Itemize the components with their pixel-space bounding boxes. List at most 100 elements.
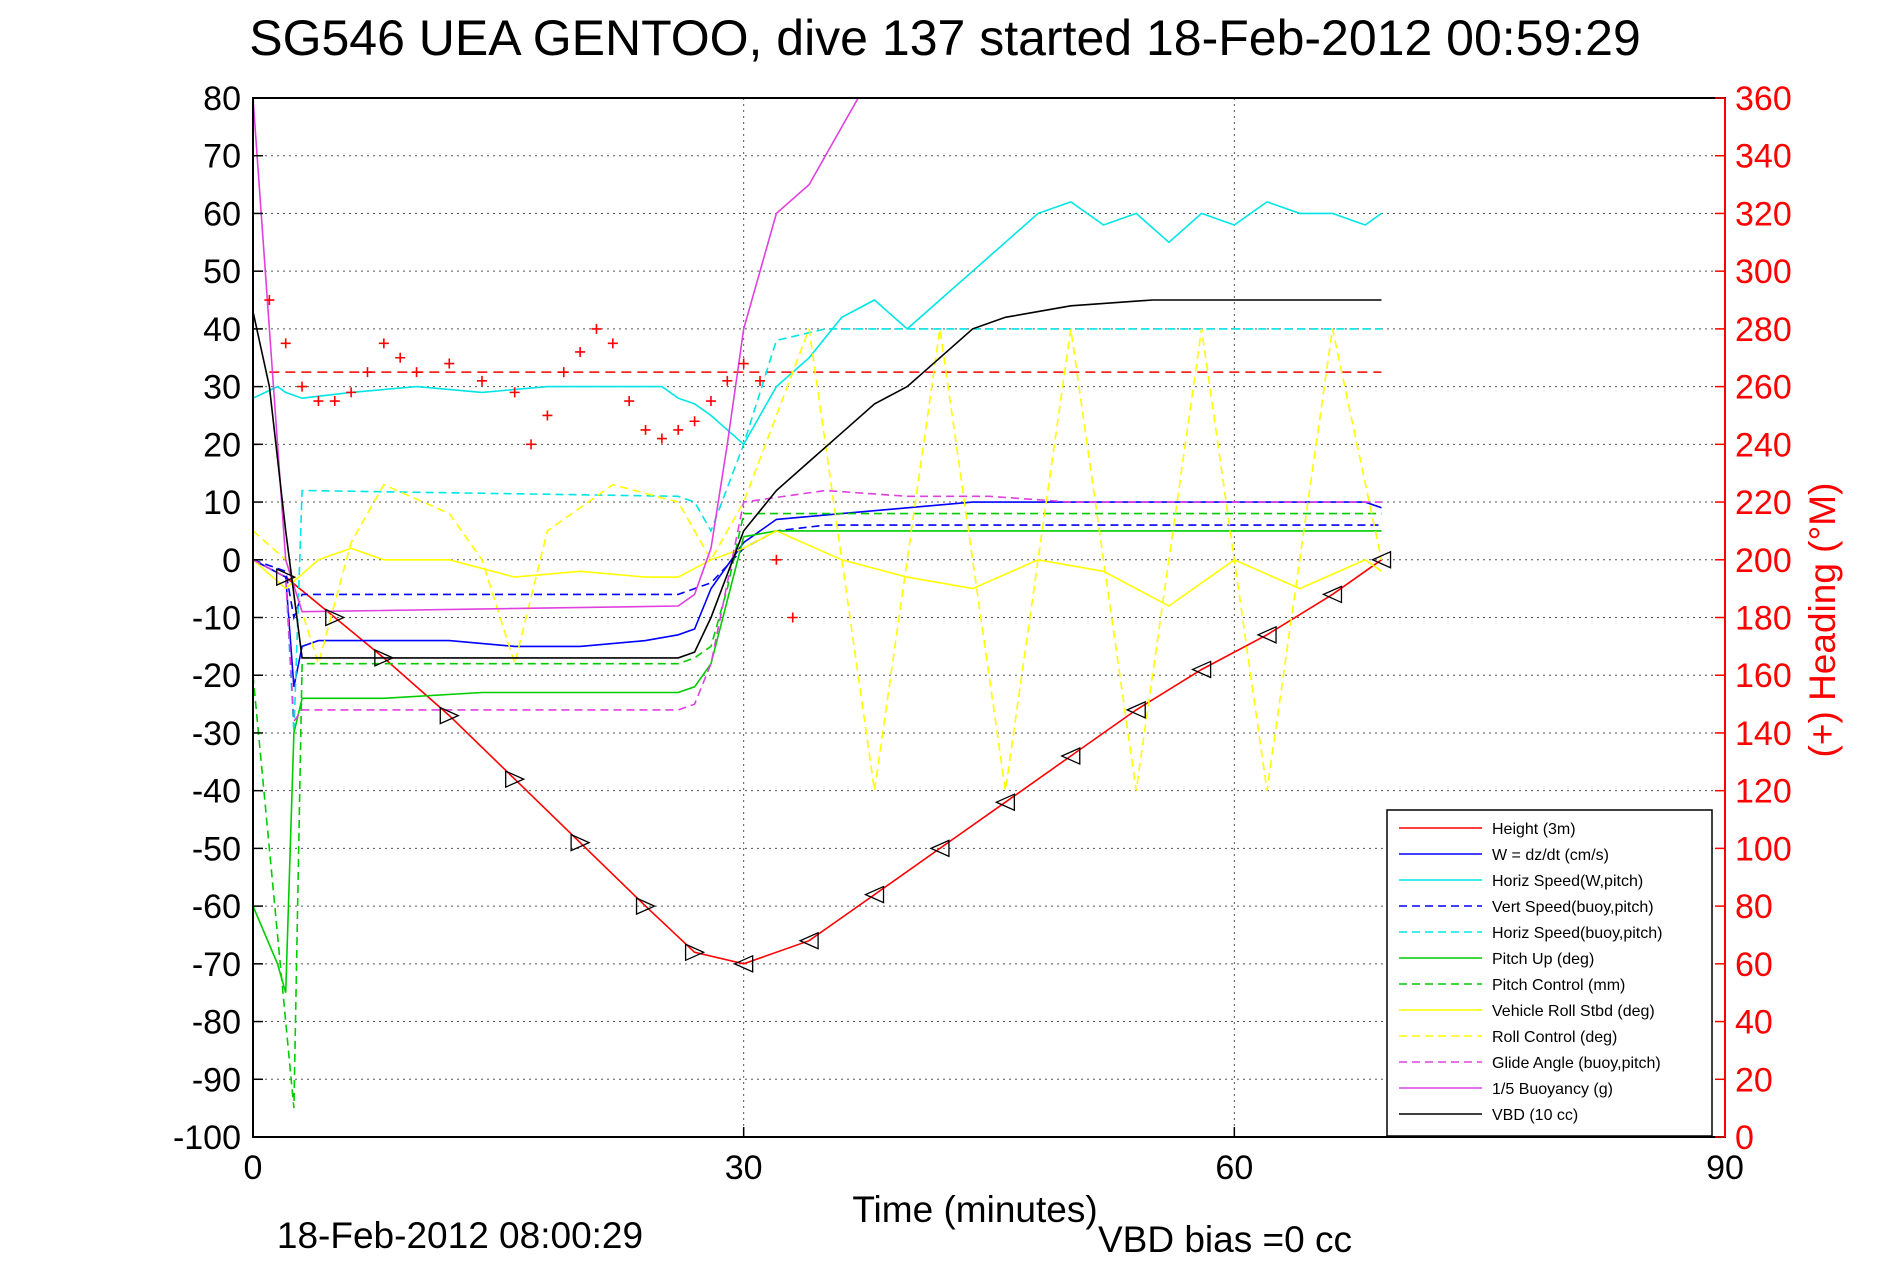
legend-entry: Glide Angle (buoy,pitch): [1492, 1055, 1661, 1072]
legend-entry: 1/5 Buoyancy (g): [1492, 1081, 1613, 1098]
depth-marker: [374, 648, 395, 667]
heading-point: [640, 424, 651, 435]
depth-marker: [439, 706, 460, 725]
legend: Height (3m) W = dz/dt (cm/s) Horiz Speed(W…: [1386, 809, 1713, 1137]
heading-point: [705, 396, 716, 407]
y2-tick-label: 60: [1735, 946, 1773, 984]
y2-tick-label: 340: [1735, 138, 1792, 176]
y-tick-label: -100: [173, 1119, 241, 1157]
y-tick-label: 70: [203, 138, 241, 176]
y2-tick-label: 260: [1735, 369, 1792, 407]
depth-marker: [684, 943, 706, 962]
y2-tick-label: 40: [1735, 1004, 1773, 1042]
legend-entry: Horiz Speed(buoy,pitch): [1492, 925, 1662, 942]
y2-tick-label: 180: [1735, 600, 1792, 638]
y-tick-label: -40: [192, 773, 241, 811]
series-line-6: [253, 512, 1382, 1109]
heading-point: [689, 416, 700, 427]
legend-entry: Horiz Speed(W,pitch): [1492, 873, 1643, 890]
depth-marker: [570, 833, 591, 852]
heading-point: [542, 410, 553, 421]
y-tick-label: -50: [192, 830, 241, 868]
y2-tick-label: 20: [1735, 1061, 1773, 1099]
depth-marker: [798, 931, 819, 950]
heading-point: [673, 424, 684, 435]
heading-point: [575, 346, 586, 357]
y2-tick-label: 360: [1735, 80, 1792, 118]
series-line-3: [253, 524, 1382, 621]
legend-entry: Height (3m): [1492, 821, 1576, 838]
y2-tick-label: 160: [1735, 657, 1792, 695]
y-tick-label: 30: [203, 369, 241, 407]
depth-marker: [929, 839, 950, 858]
depth-marker: [635, 897, 657, 916]
x-tick-label: 0: [244, 1149, 263, 1187]
y-tick-label: 80: [203, 80, 241, 118]
series-line-2: [253, 201, 1382, 446]
y2-tick-label: 200: [1735, 542, 1792, 580]
y-tick-label: 40: [203, 311, 241, 349]
heading-point: [591, 323, 602, 334]
y2-tick-label: 100: [1735, 830, 1792, 868]
legend-entry: Pitch Control (mm): [1492, 977, 1625, 994]
y-tick-label: 60: [203, 195, 241, 233]
heading-point: [755, 375, 766, 386]
heading-point: [526, 439, 537, 450]
y-tick-label: -60: [192, 888, 241, 926]
heading-point: [411, 367, 422, 378]
heading-point: [378, 338, 389, 349]
y2-tick-label: 140: [1735, 715, 1792, 753]
depth-marker: [505, 770, 526, 789]
series-line-9: [253, 489, 1382, 724]
legend-entry: Vert Speed(buoy,pitch): [1492, 899, 1654, 916]
vbd-bias-label: VBD bias =0 cc: [1098, 1219, 1352, 1260]
y-tick-label: -80: [192, 1004, 241, 1042]
y2-axis-label: (+) Heading (°M): [1802, 483, 1843, 758]
series-layer: [253, 98, 1383, 1109]
depth-marker: [325, 608, 346, 627]
y2-tick-label: 220: [1735, 484, 1792, 522]
depth-marker: [863, 885, 885, 904]
y-tick-label: 10: [203, 484, 241, 522]
y2-tick-label: 120: [1735, 773, 1792, 811]
depth-marker: [733, 954, 754, 973]
depth-marker: [1370, 550, 1392, 569]
footer-timestamp: 18-Feb-2012 08:00:29: [277, 1215, 643, 1256]
heading-point: [362, 367, 373, 378]
y-tick-label: -90: [192, 1061, 241, 1099]
heading-point: [607, 338, 618, 349]
depth-marker: [1060, 747, 1081, 766]
chart-title: SG546 UEA GENTOO, dive 137 started 18-Fe…: [249, 10, 1641, 66]
y2-tick-label: 320: [1735, 195, 1792, 233]
heading-point: [297, 381, 308, 392]
heading-point: [558, 367, 569, 378]
series-line-7: [253, 530, 1382, 607]
heading-point: [346, 387, 357, 398]
legend-entry: Roll Control (deg): [1492, 1029, 1617, 1046]
y-tick-label: -10: [192, 600, 241, 638]
y-tick-label: -20: [192, 657, 241, 695]
y2-tick-label: 280: [1735, 311, 1792, 349]
series-line-8: [253, 328, 1383, 791]
heading-point: [624, 396, 635, 407]
y2-tick-label: 80: [1735, 888, 1773, 926]
y2-tick-label: 240: [1735, 426, 1792, 464]
axes: 80706050403020100-10-20-30-40-50-60-70-8…: [173, 80, 1792, 1187]
heading-point: [738, 358, 749, 369]
y2-tick-label: 300: [1735, 253, 1792, 291]
series-line-5: [253, 530, 1382, 993]
heading-point: [476, 375, 487, 386]
legend-entry: Pitch Up (deg): [1492, 951, 1594, 968]
x-tick-label: 60: [1215, 1149, 1253, 1187]
heading-point: [787, 612, 798, 623]
heading-point: [329, 396, 340, 407]
depth-marker: [994, 793, 1016, 812]
series-line-10: [253, 98, 859, 613]
y-tick-label: -30: [192, 715, 241, 753]
depth-marker: [1256, 625, 1277, 644]
heading-point: [264, 295, 275, 306]
heading-point: [280, 338, 291, 349]
x-tick-label: 30: [725, 1149, 763, 1187]
y-tick-label: 20: [203, 426, 241, 464]
legend-entry: W = dz/dt (cm/s): [1492, 847, 1609, 864]
